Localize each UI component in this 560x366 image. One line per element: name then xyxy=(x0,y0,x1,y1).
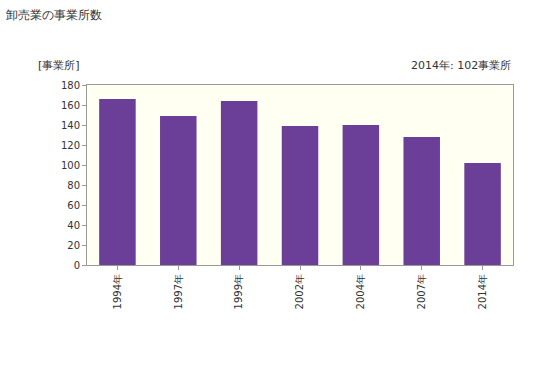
svg-text:140: 140 xyxy=(61,120,80,131)
svg-text:60: 60 xyxy=(67,200,80,211)
svg-text:2002年: 2002年 xyxy=(294,274,305,309)
svg-text:160: 160 xyxy=(61,100,80,111)
svg-text:卸売業の事業所数: 卸売業の事業所数 xyxy=(6,8,102,22)
svg-text:180: 180 xyxy=(61,80,80,91)
svg-text:1994年: 1994年 xyxy=(112,274,123,309)
svg-text:2014年: 2014年 xyxy=(477,274,488,309)
svg-text:1999年: 1999年 xyxy=(233,274,244,309)
svg-text:120: 120 xyxy=(61,140,80,151)
svg-text:0: 0 xyxy=(74,260,80,271)
svg-text:1997年: 1997年 xyxy=(173,274,184,309)
svg-text:2004年: 2004年 xyxy=(355,274,366,309)
svg-text:2007年: 2007年 xyxy=(416,274,427,309)
svg-text:80: 80 xyxy=(67,180,80,191)
svg-text:100: 100 xyxy=(61,160,80,171)
svg-text:2014年: 102事業所: 2014年: 102事業所 xyxy=(411,59,511,72)
svg-text:[事業所]: [事業所] xyxy=(38,59,80,72)
svg-text:20: 20 xyxy=(67,240,80,251)
svg-text:40: 40 xyxy=(67,220,80,231)
